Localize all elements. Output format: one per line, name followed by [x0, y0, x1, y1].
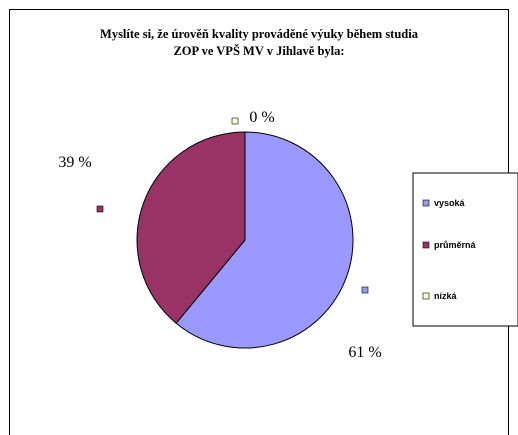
- chart-title: Myslíte si, že úrověň kvality prováděné …: [100, 27, 418, 58]
- pie-slice-1: [175, 131, 354, 349]
- legend-label-2: průměrná: [434, 240, 477, 250]
- legend-swatch-2: [422, 241, 430, 249]
- legend-label-3: nízká: [434, 291, 458, 301]
- data-label-3: 0 %: [249, 109, 274, 126]
- data-label-2: 39 %: [58, 154, 91, 171]
- data-label-1: 61 %: [348, 344, 381, 361]
- legend-swatch-1: [422, 199, 430, 207]
- legend-label-1: vysoká: [434, 198, 466, 208]
- legend-swatch-3: [422, 292, 430, 300]
- legend-box: [412, 172, 518, 327]
- data-label-marker-3: [231, 117, 239, 125]
- data-label-marker-1: [361, 286, 369, 294]
- data-label-marker-2: [96, 205, 104, 213]
- legend: vysoká průměrná nízká: [412, 172, 518, 327]
- pie-slice-2: [136, 131, 246, 324]
